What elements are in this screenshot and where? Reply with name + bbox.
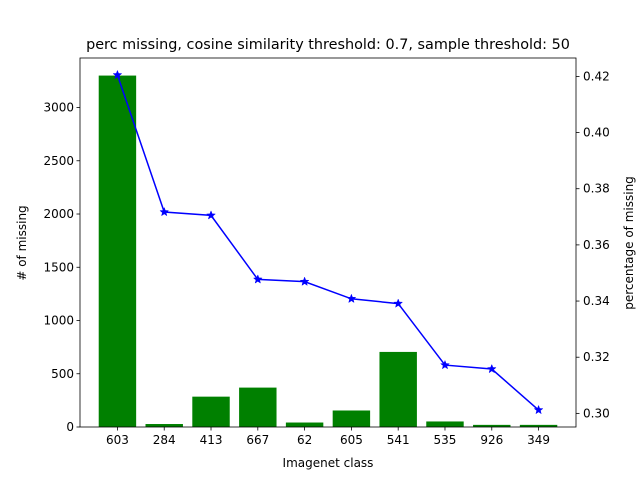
x-tick-label: 535 <box>434 433 457 447</box>
y-axis-label: # of missing <box>15 205 29 280</box>
y-tick-label: 0 <box>66 420 74 434</box>
plot-frame <box>79 57 577 428</box>
bar-62 <box>285 422 324 427</box>
bar-349 <box>519 424 558 427</box>
bar-413 <box>192 396 230 427</box>
x-tick-label: 605 <box>340 433 363 447</box>
bar-284 <box>145 424 183 427</box>
series-line <box>116 74 540 411</box>
line-point-535 <box>440 359 450 370</box>
line-point-603 <box>112 69 123 80</box>
line-series <box>112 69 544 415</box>
y-tick-label: 1000 <box>43 314 74 328</box>
line-point-667 <box>252 274 263 284</box>
y-tick-label: 500 <box>51 367 74 381</box>
x-axis-label: Imagenet class <box>283 456 374 470</box>
bar-535 <box>426 421 464 427</box>
x-tick-label: 62 <box>297 433 312 447</box>
axes: 603 284 413 667 62 605 541 535 926 349 0 500 1000 150… <box>43 57 610 447</box>
line-point-926 <box>486 363 497 374</box>
x-tick-label: 667 <box>246 433 269 447</box>
bar-group <box>98 75 558 428</box>
x-tick-label: 349 <box>527 433 550 447</box>
bar-541 <box>379 351 417 427</box>
chart-title: perc missing, cosine similarity threshol… <box>86 37 570 53</box>
line-point-541 <box>393 298 404 308</box>
y2-tick-label: 0.36 <box>583 238 610 252</box>
y-tick-label: 2500 <box>43 154 74 168</box>
x-tick-label: 541 <box>387 433 410 447</box>
y2-tick-label: 0.40 <box>583 126 610 140</box>
bar-667 <box>239 387 277 427</box>
line-point-62 <box>299 276 310 286</box>
line-point-349 <box>533 404 544 415</box>
y2-axis-label: percentage of missing <box>622 176 636 310</box>
y-tick-label: 1500 <box>43 260 74 274</box>
bar-603 <box>98 75 137 428</box>
y2-tick-label: 0.34 <box>583 294 610 308</box>
x-tick-label: 413 <box>200 433 223 447</box>
x-tick-label: 603 <box>106 433 129 447</box>
y-tick-label: 3000 <box>43 101 74 115</box>
y2-tick-label: 0.42 <box>583 69 610 83</box>
line-point-605 <box>346 293 357 304</box>
y2-tick-label: 0.32 <box>583 350 610 364</box>
bar-605 <box>332 410 371 427</box>
x-tick-label: 284 <box>153 433 176 447</box>
line-point-413 <box>206 210 216 220</box>
line-point-284 <box>159 206 170 217</box>
bar-926 <box>473 424 511 427</box>
y-tick-label: 2000 <box>43 207 74 221</box>
x-tick-label: 926 <box>480 433 503 447</box>
y2-tick-label: 0.38 <box>583 182 610 196</box>
y2-tick-label: 0.30 <box>583 406 610 420</box>
